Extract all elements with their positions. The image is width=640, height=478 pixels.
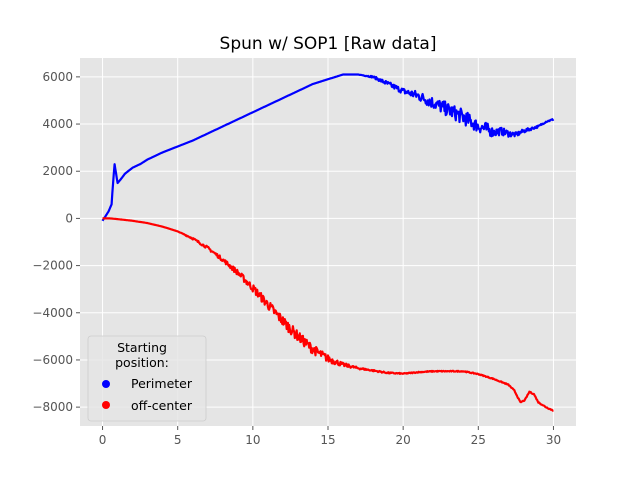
y-tick-label: 4000 <box>42 117 73 131</box>
y-tick-label: −2000 <box>32 259 73 273</box>
y-tick-label: −6000 <box>32 353 73 367</box>
y-tick-label: −8000 <box>32 400 73 414</box>
legend-marker-perimeter <box>102 380 110 388</box>
y-tick-label: 6000 <box>42 70 73 84</box>
legend: Starting position: Perimeter off-center <box>87 335 207 422</box>
legend-box <box>87 335 207 422</box>
series-line-off-center <box>102 217 554 412</box>
x-tick-label: 0 <box>99 433 107 447</box>
x-tick-label: 30 <box>546 433 561 447</box>
y-tick-label: −4000 <box>32 306 73 320</box>
x-tick-label: 25 <box>471 433 486 447</box>
y-tick-label: 2000 <box>42 164 73 178</box>
x-tick-label: 10 <box>245 433 260 447</box>
legend-title-line-2: position: <box>115 355 169 370</box>
x-tick-label: 15 <box>320 433 335 447</box>
legend-marker-off-center <box>102 401 110 409</box>
legend-label-off-center: off-center <box>131 398 193 413</box>
legend-label-perimeter: Perimeter <box>131 376 193 391</box>
axis-ticks: 0 5 10 15 20 25 30 −8000 −6000 −4000 −2000 0 2000 400… <box>32 70 561 447</box>
legend-title-line-1: Starting <box>117 340 167 355</box>
y-tick-label: 0 <box>65 211 73 225</box>
series-line-perimeter <box>101 73 555 222</box>
x-tick-label: 20 <box>396 433 411 447</box>
chart-title: Spun w/ SOP1 [Raw data] <box>220 34 437 54</box>
series-layer <box>101 73 555 412</box>
x-tick-label: 5 <box>174 433 182 447</box>
